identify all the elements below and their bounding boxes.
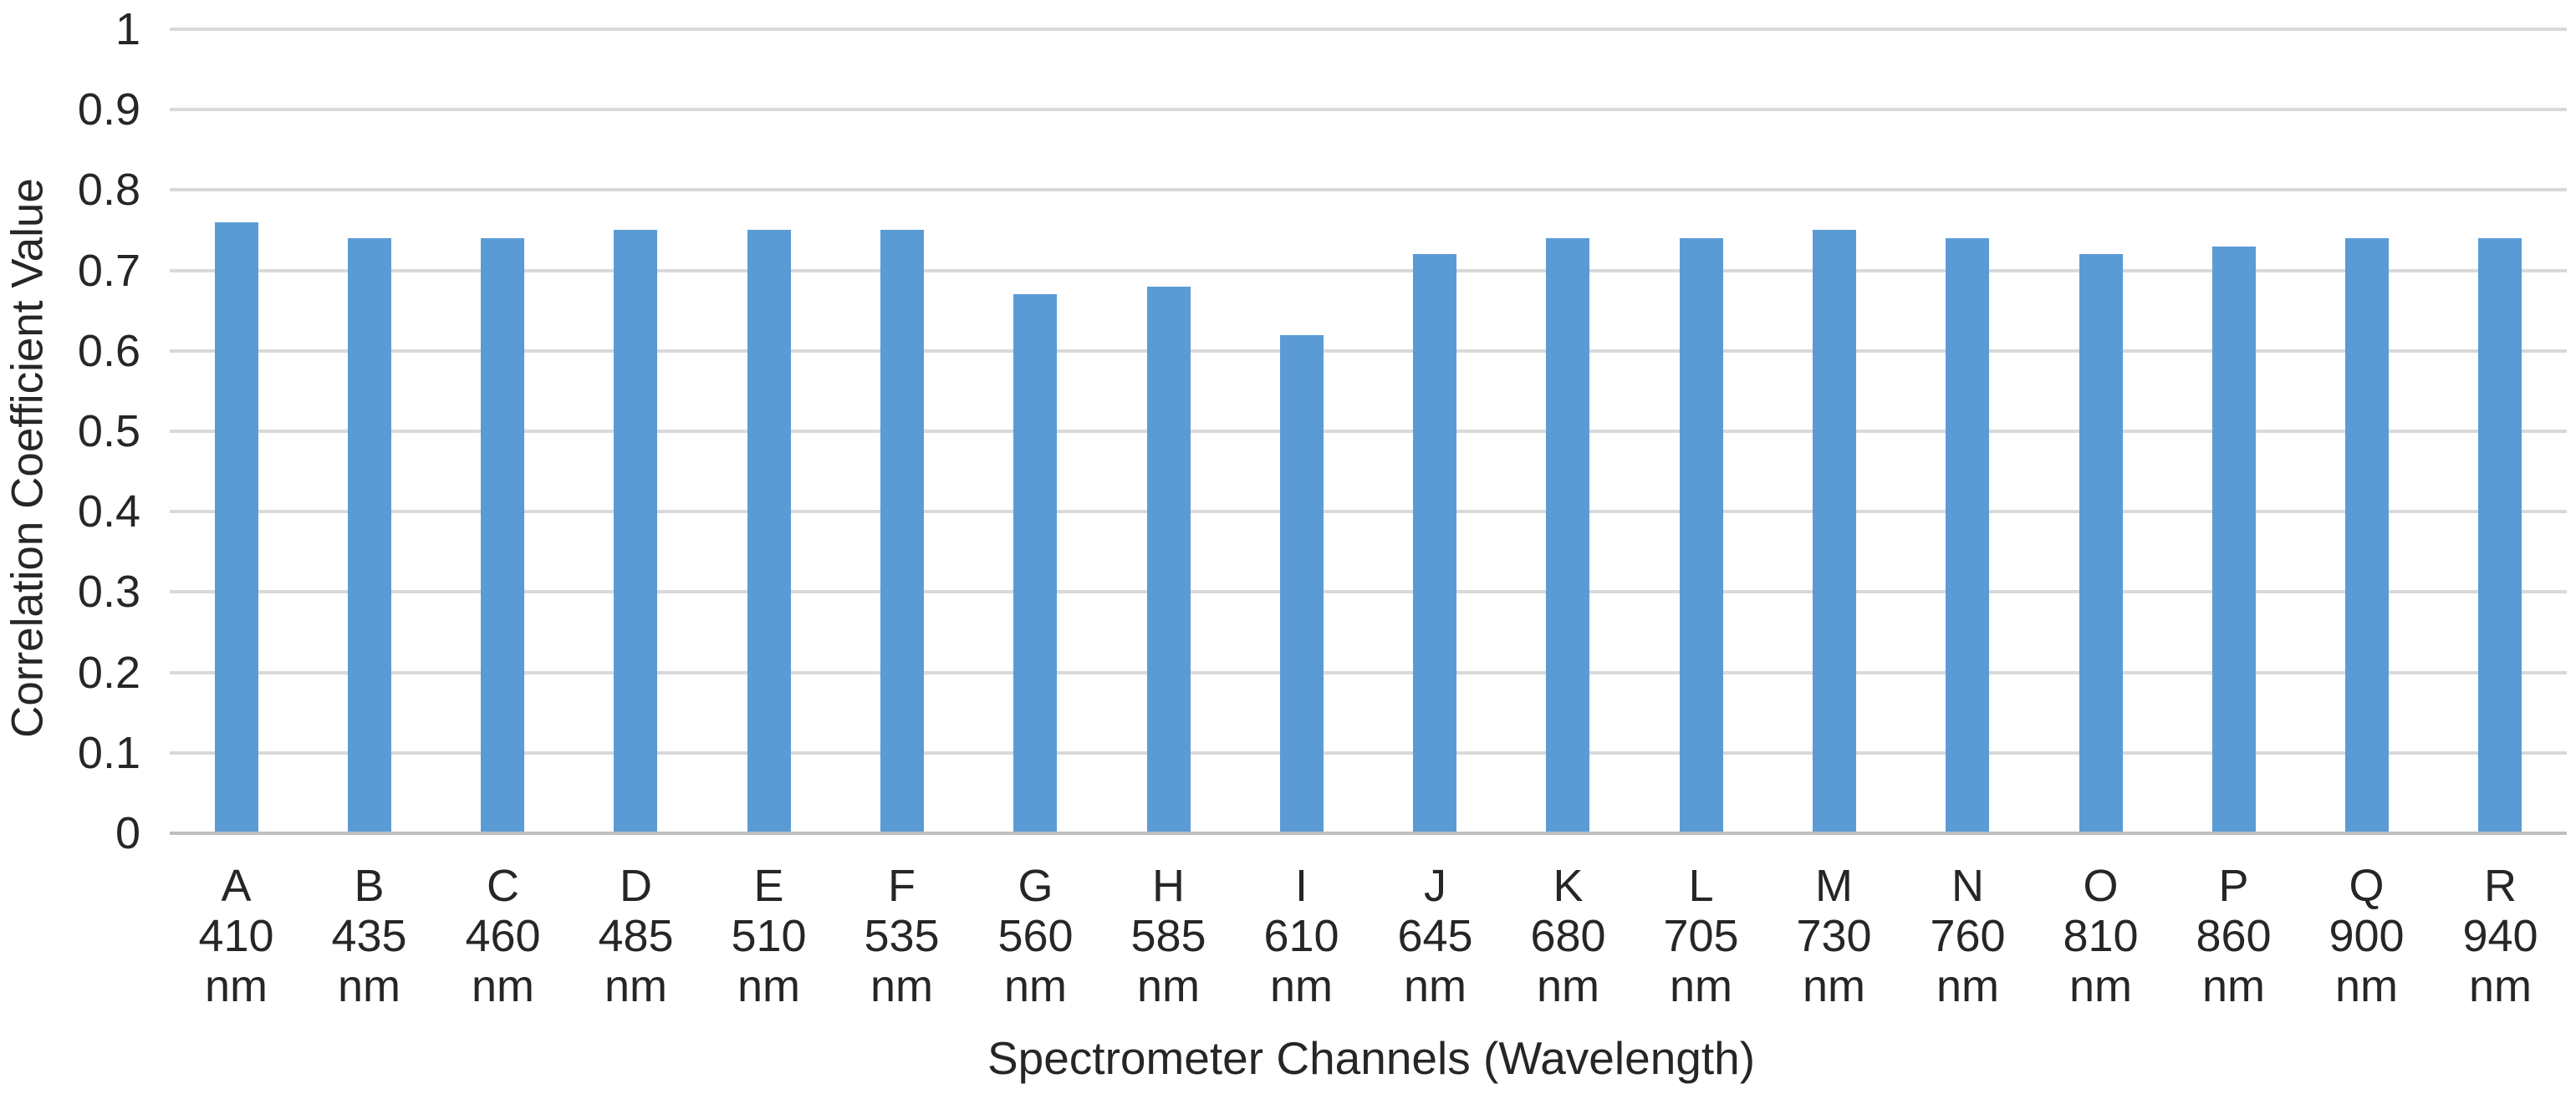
y-tick-label-0.6: 0.6 bbox=[77, 325, 140, 376]
gridline-0.7 bbox=[170, 268, 2567, 272]
y-tick-label-0.3: 0.3 bbox=[77, 567, 140, 618]
x-tick-label-P: P 860 nm bbox=[2196, 861, 2272, 1011]
gridline-0.2 bbox=[170, 670, 2567, 674]
gridline-0.3 bbox=[170, 590, 2567, 594]
bar-R bbox=[2478, 238, 2522, 833]
y-tick-label-0.8: 0.8 bbox=[77, 165, 140, 216]
y-tick-label-0.1: 0.1 bbox=[77, 727, 140, 778]
bar-L bbox=[1680, 238, 1723, 833]
gridline-0.1 bbox=[170, 751, 2567, 755]
x-tick-label-B: B 435 nm bbox=[331, 861, 407, 1011]
x-tick-label-H: H 585 nm bbox=[1130, 861, 1206, 1011]
x-axis-title: Spectrometer Channels (Wavelength) bbox=[987, 1032, 1756, 1084]
bar-P bbox=[2212, 247, 2256, 833]
bar-N bbox=[1946, 238, 1989, 833]
bar-F bbox=[880, 230, 924, 833]
gridline-0.8 bbox=[170, 188, 2567, 192]
gridline-0.9 bbox=[170, 108, 2567, 112]
x-tick-label-Q: Q 900 nm bbox=[2329, 861, 2405, 1011]
bar-G bbox=[1013, 294, 1057, 833]
bar-I bbox=[1280, 335, 1324, 833]
bar-H bbox=[1147, 287, 1191, 833]
bar-C bbox=[481, 238, 524, 833]
y-tick-label-0.4: 0.4 bbox=[77, 486, 140, 537]
x-tick-label-D: D 485 nm bbox=[598, 861, 674, 1011]
bar-E bbox=[747, 230, 791, 833]
x-tick-label-L: L 705 nm bbox=[1663, 861, 1739, 1011]
y-tick-label-1: 1 bbox=[115, 4, 140, 54]
bar-J bbox=[1413, 254, 1456, 833]
bar-M bbox=[1813, 230, 1856, 833]
gridline-0.6 bbox=[170, 349, 2567, 353]
gridline-1 bbox=[170, 28, 2567, 31]
y-tick-label-0: 0 bbox=[115, 808, 140, 858]
bar-Q bbox=[2345, 238, 2389, 833]
x-tick-label-M: M 730 nm bbox=[1796, 861, 1872, 1011]
bar-K bbox=[1546, 238, 1589, 833]
y-tick-label-0.9: 0.9 bbox=[77, 84, 140, 135]
bar-O bbox=[2079, 254, 2123, 833]
bar-D bbox=[614, 230, 657, 833]
x-tick-label-G: G 560 nm bbox=[997, 861, 1074, 1011]
x-tick-label-R: R 940 nm bbox=[2462, 861, 2538, 1011]
x-tick-label-O: O 810 nm bbox=[2063, 861, 2139, 1011]
gridline-0.4 bbox=[170, 510, 2567, 514]
y-tick-label-0.5: 0.5 bbox=[77, 406, 140, 456]
bar-B bbox=[348, 238, 391, 833]
y-tick-label-0.2: 0.2 bbox=[77, 647, 140, 698]
x-tick-label-E: E 510 nm bbox=[731, 861, 807, 1011]
x-tick-label-F: F 535 nm bbox=[864, 861, 940, 1011]
x-tick-label-I: I 610 nm bbox=[1263, 861, 1339, 1011]
gridline-0.5 bbox=[170, 430, 2567, 433]
x-tick-label-C: C 460 nm bbox=[465, 861, 541, 1011]
bar-A bbox=[215, 222, 258, 833]
x-tick-label-A: A 410 nm bbox=[198, 861, 274, 1011]
x-axis-line bbox=[170, 832, 2567, 835]
y-tick-label-0.7: 0.7 bbox=[77, 245, 140, 296]
x-tick-label-J: J 645 nm bbox=[1397, 861, 1473, 1011]
x-tick-label-K: K 680 nm bbox=[1530, 861, 1606, 1011]
x-tick-label-N: N 760 nm bbox=[1930, 861, 2006, 1011]
